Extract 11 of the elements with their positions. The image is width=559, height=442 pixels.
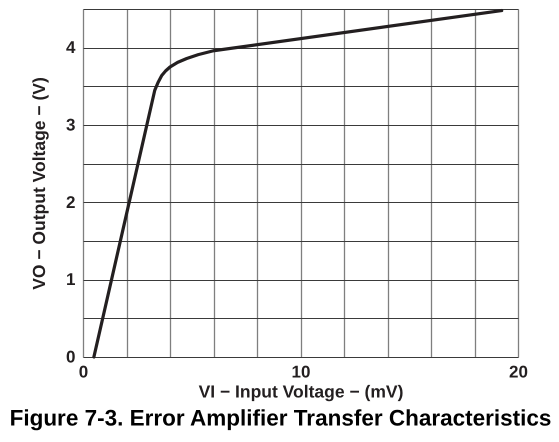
y-tick-label: 4: [66, 38, 76, 58]
x-tick-label: 0: [78, 362, 88, 382]
y-tick-label: 3: [66, 116, 76, 134]
y-axis-title: VO − Output Voltage − (V): [29, 77, 50, 290]
x-tick-label: 10: [292, 362, 310, 382]
y-tick-label: 0: [66, 348, 76, 366]
text: Figure 7-3. Error Amplifier Transfer Characteristics: [10, 406, 552, 430]
y-tick-label: 1: [66, 270, 76, 290]
y-tick-label: 2: [66, 192, 76, 212]
x-tick-label: 20: [509, 362, 528, 382]
x-axis-title: VI − Input Voltage − (mV): [198, 382, 404, 402]
